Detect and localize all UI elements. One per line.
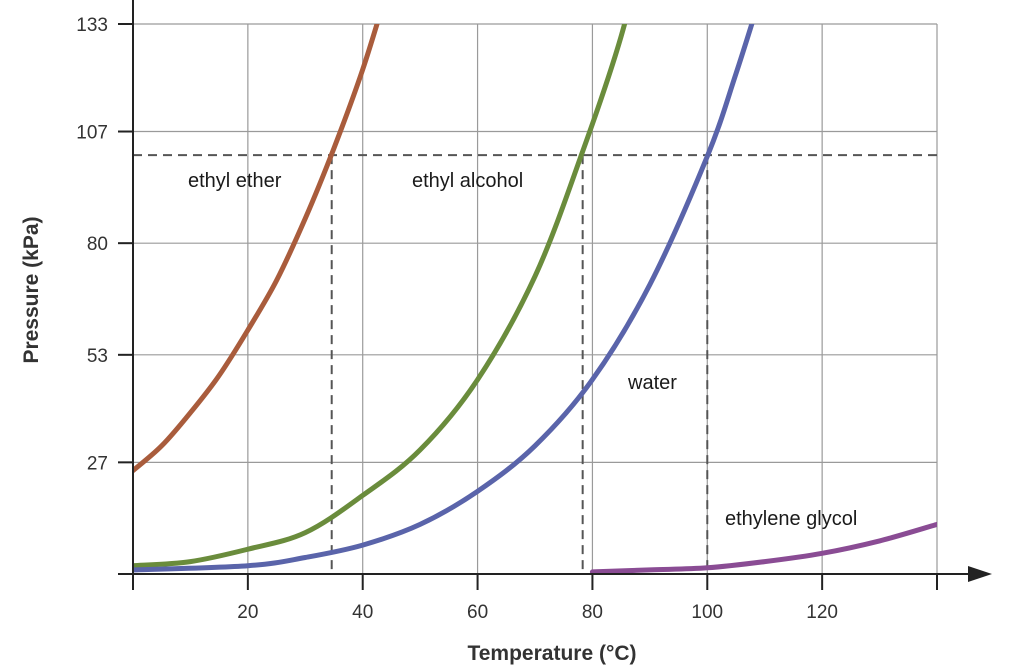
series-curves	[133, 24, 937, 574]
series-line-ethylene-glycol	[589, 521, 937, 574]
ethyl-ether-label: ethyl ether	[188, 170, 282, 192]
x-tick-label-60: 60	[467, 602, 488, 623]
x-tick-label-20: 20	[237, 602, 258, 623]
y-tick-label-133: 133	[76, 15, 108, 36]
axes: 20 40 60 80 100 120 27 53 80 107 133	[76, 0, 992, 623]
water-label: water	[627, 372, 677, 394]
grid	[133, 23, 938, 574]
x-tick-label-100: 100	[691, 602, 723, 623]
y-tick-label-27: 27	[87, 453, 108, 474]
series-line-ethyl-alcohol	[133, 24, 628, 569]
y-tick-label-107: 107	[76, 123, 108, 144]
ethylene-glycol-label: ethylene glycol	[725, 508, 857, 530]
boiling-point-reference-lines	[133, 154, 937, 574]
x-tick-label-80: 80	[582, 602, 603, 623]
x-axis-arrow-icon	[968, 566, 992, 582]
x-tick-label-40: 40	[352, 602, 373, 623]
series-line-ethyl-ether	[133, 24, 380, 474]
x-axis-title: Temperature (°C)	[467, 642, 636, 665]
x-tick-label-120: 120	[806, 602, 838, 623]
ethyl-alcohol-label: ethyl alcohol	[412, 170, 523, 192]
y-tick-label-53: 53	[87, 346, 108, 367]
y-tick-label-80: 80	[87, 234, 108, 255]
y-axis-title: Pressure (kPa)	[20, 216, 43, 363]
series-line-water	[133, 24, 755, 573]
